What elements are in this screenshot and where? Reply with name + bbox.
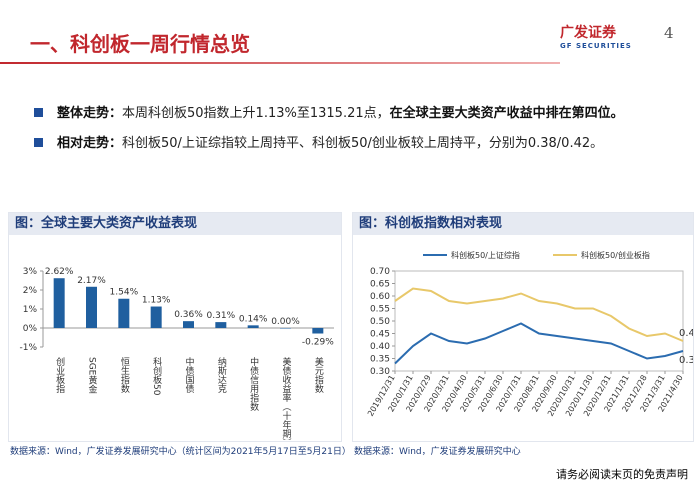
data-label: 2.62% [45,267,74,277]
logo: 广发证券 GF SECURITIES [560,22,632,50]
y-tick-label: 0.50 [370,317,390,327]
data-label: 1.13% [142,296,171,306]
chart-panel: 图：科创板指数相对表现 0.30 0.35 0.40 0.45 0.50 0.55 0.60… [352,212,700,442]
end-label: 0.42 [679,328,693,339]
y-tick-label: 0.65 [370,280,390,290]
bullet-text: 科创板50/上证综指较上周持平、科创板50/创业板较上周持平，分别为0.38/0… [122,136,604,151]
x-tick-label: 恒生指数 [119,356,130,394]
logo-cn: 广发证券 [560,25,616,41]
y-tick-label: 0.70 [370,267,390,277]
y-tick-label: 0.35 [370,355,390,365]
legend-label: 科创板50/创业板指 [581,250,650,260]
chart: -1% 0% 1% 2% 3% 2.62% 创业板指 2.17% SGE黄金 1.54% 恒生指数 1… [19,267,334,447]
y-tick-label: 0% [23,324,38,334]
x-tick-label: 纳斯达克 [216,356,227,394]
y-tick-label: -1% [19,343,37,353]
bar [183,321,194,328]
data-label: 0.14% [239,314,268,324]
chart: 0.300.350.400.450.500.550.600.650.702019… [366,250,700,418]
y-tick-label: 0.55 [370,305,390,315]
y-tick-label: 0.60 [370,292,390,302]
bar [247,325,259,328]
y-tick-label: 0.45 [370,330,390,340]
bullet-label: 相对走势： [57,136,123,151]
bar [53,278,65,328]
end-label: 0.38 [679,355,693,366]
x-tick-label: 中债国债 [184,356,195,394]
page-number: 4 [664,24,674,42]
y-tick-label: 0.30 [370,367,390,377]
page-title: 一、科创板一周行情总览 [30,32,250,56]
legend-label: 科创板50/上证综指 [451,250,520,260]
source-note: 数据来源：Wind，广发证券发展研究中心 [354,447,521,457]
y-tick-label: 3% [23,267,38,277]
bar [118,298,130,328]
chart-panel: 图：全球主要大类资产收益表现 -1% 0% 1% 2% 3% 2.62% 创业板指 2.17%… [8,212,342,447]
series-line [394,287,684,342]
data-label: 1.54% [110,288,139,298]
bullet-emphasis: 在全球主要大类资产收益中排在第四位。 [389,106,624,121]
y-tick-label: 1% [23,305,38,315]
bullet-label: 整体走势： [57,106,123,121]
logo-en: GF SECURITIES [560,42,632,50]
data-label: 2.17% [77,276,106,286]
bar [312,328,324,334]
bullet: 相对走势：科创板50/上证综指较上周持平、科创板50/创业板较上周持平，分别为0… [34,132,603,151]
y-tick-label: 0.40 [370,342,390,352]
bar [150,306,162,328]
chart-title: 图：全球主要大类资产收益表现 [9,213,341,235]
data-label: 0.31% [207,311,236,321]
data-label: 0.00% [271,317,300,327]
bullet-text: 本周科创板50指数上升1.13%至1315.21点， [122,106,390,121]
x-tick-label: 美元指数 [313,356,324,394]
bar [280,328,291,329]
data-label: -0.29% [302,338,334,348]
bar [86,286,97,328]
data-label: 0.36% [174,310,203,320]
bullet: 整体走势：本周科创板50指数上升1.13%至1315.21点，在全球主要大类资产… [34,102,624,121]
chart-title: 图：科创板指数相对表现 [353,213,693,235]
title-rule [0,62,560,64]
x-tick-label: 科创板50 [151,356,162,396]
series-line [394,322,684,365]
footer: 请务必阅读末页的免责声明 [556,468,688,481]
x-tick-label: 美债收益率（十年期） [281,356,292,440]
bar [215,322,227,328]
x-tick-label: 中债信用指数 [248,356,259,412]
x-tick-label: 创业板指 [54,356,65,394]
source-note: 数据来源：Wind，广发证券发展研究中心（统计区间为2021年5月17日至5月2… [10,447,351,457]
x-tick-label: SGE黄金 [87,357,98,393]
y-tick-label: 2% [23,286,38,296]
